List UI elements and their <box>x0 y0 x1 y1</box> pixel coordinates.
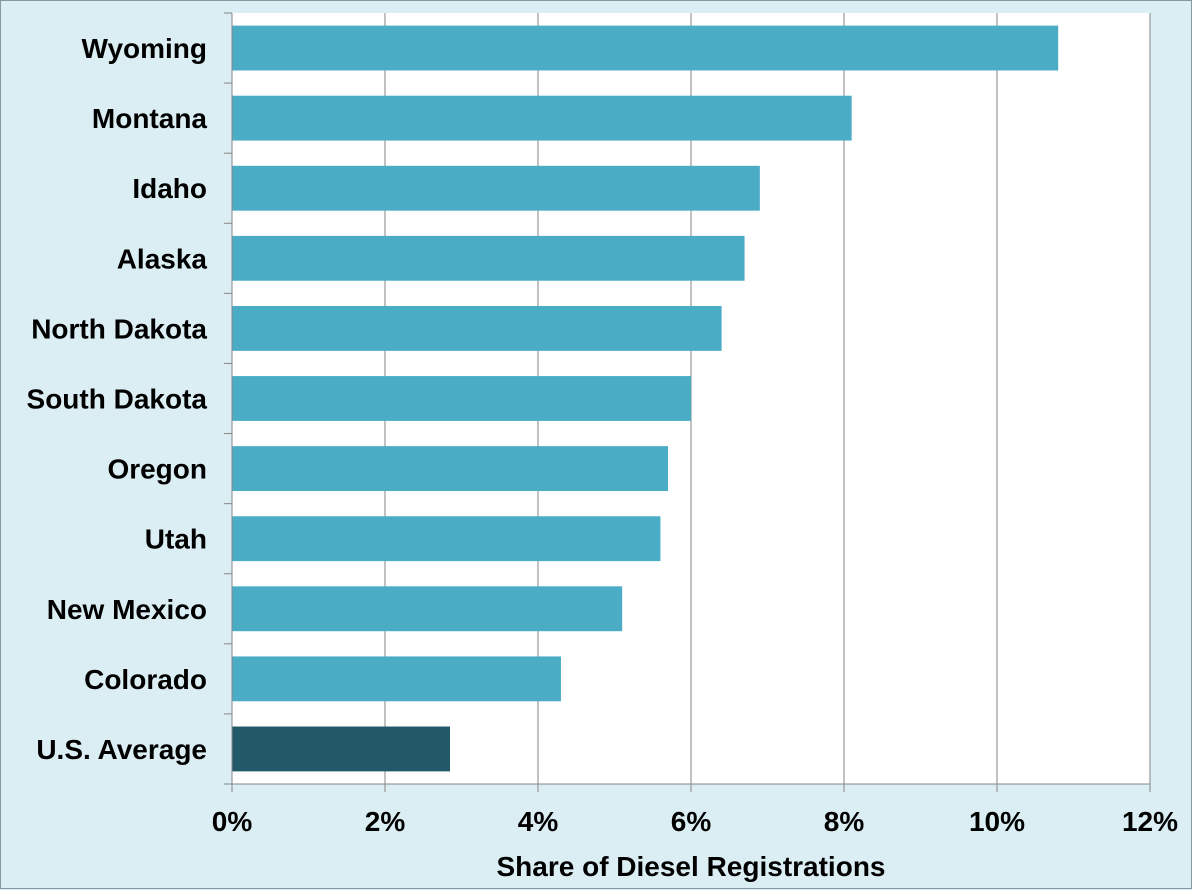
bar-north-dakota <box>232 305 722 351</box>
bar-south-dakota <box>232 376 691 421</box>
x-tick-label: 2% <box>365 806 406 837</box>
category-label: South Dakota <box>27 384 208 415</box>
category-labels: Wyoming Montana Idaho Alaska North Dakota Sou… <box>27 33 208 765</box>
x-tick-label: 8% <box>824 806 865 837</box>
category-label: Idaho <box>132 173 207 204</box>
bar-wyoming <box>232 25 1059 71</box>
category-label: U.S. Average <box>36 734 207 765</box>
axes <box>224 12 1151 792</box>
bar-montana <box>232 95 852 141</box>
bars <box>232 25 1059 772</box>
bar-u-s-average <box>232 726 451 772</box>
bar-idaho <box>232 165 760 211</box>
category-label: Wyoming <box>82 33 207 64</box>
x-tick-label: 10% <box>969 806 1025 837</box>
bar-alaska <box>232 235 745 281</box>
x-tick-labels: 0% 2% 4% 6% 8% 10% 12% <box>212 806 1178 837</box>
x-tick-label: 4% <box>518 806 559 837</box>
x-axis-title: Share of Diesel Registrations <box>496 851 885 882</box>
x-tick-label: 0% <box>212 806 253 837</box>
category-label: Montana <box>92 103 208 134</box>
bar-oregon <box>232 446 669 492</box>
category-label: North Dakota <box>31 313 207 344</box>
category-label: Utah <box>145 524 207 555</box>
bar-colorado <box>232 656 561 702</box>
bar-new-mexico <box>232 586 623 632</box>
category-label: New Mexico <box>47 594 207 625</box>
bar-utah <box>232 516 661 562</box>
category-label: Alaska <box>117 243 208 274</box>
x-tick-label: 6% <box>671 806 712 837</box>
category-label: Colorado <box>84 664 207 695</box>
x-tick-label: 12% <box>1122 806 1178 837</box>
category-label: Oregon <box>107 454 207 485</box>
